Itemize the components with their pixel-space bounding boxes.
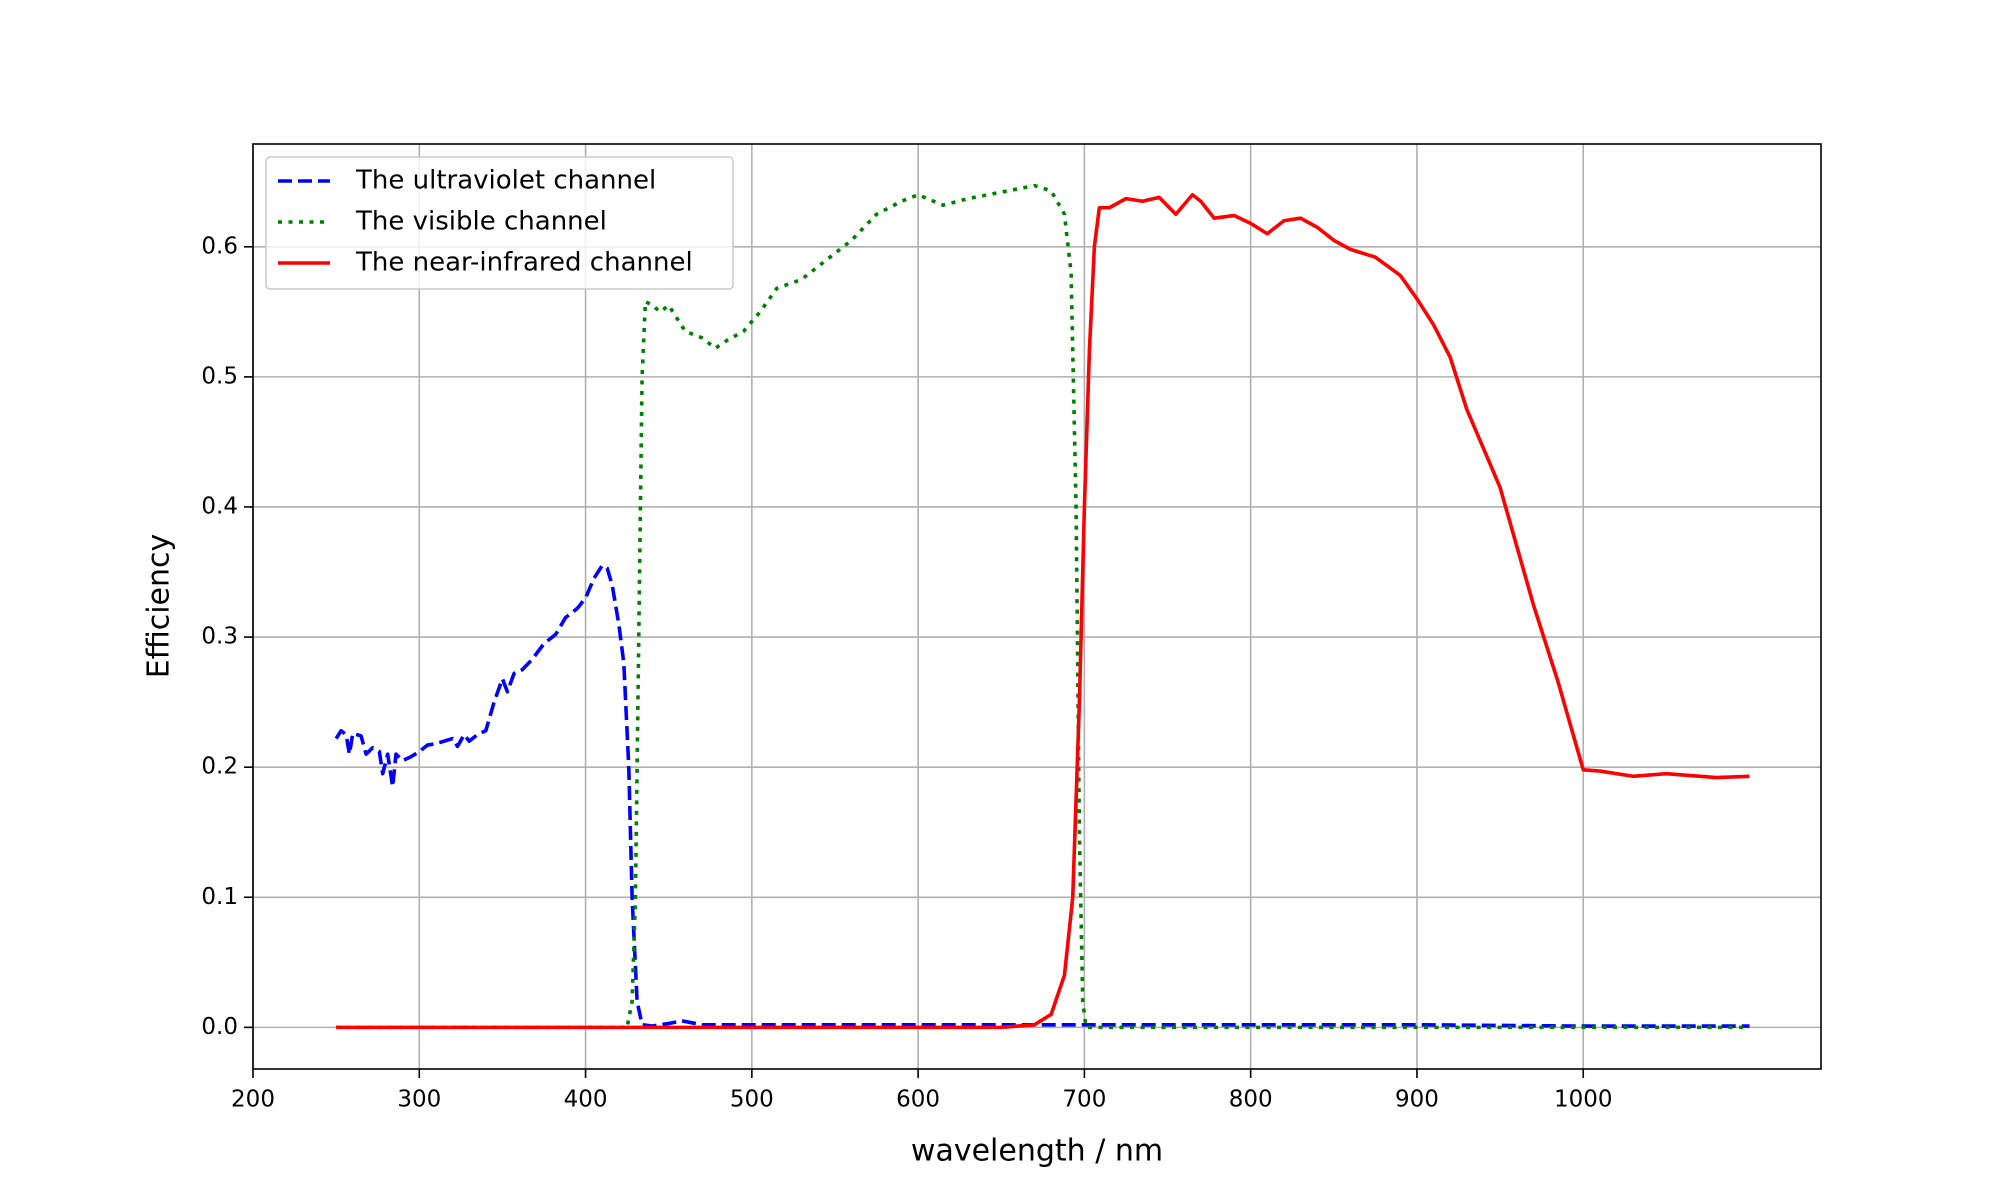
y-tick-label: 0.2 bbox=[201, 754, 238, 780]
legend-box bbox=[265, 156, 734, 290]
plot-lines bbox=[334, 183, 1750, 1030]
x-tick-label: 1000 bbox=[1554, 1087, 1613, 1113]
x-axis-label: wavelength / nm bbox=[911, 1134, 1163, 1169]
grid bbox=[252, 144, 1821, 1069]
y-tick-label: 0.1 bbox=[201, 884, 238, 910]
legend-label: The ultraviolet channel bbox=[355, 166, 656, 196]
x-tick-label: 500 bbox=[730, 1087, 774, 1113]
legend-label: The visible channel bbox=[355, 207, 607, 237]
y-tick-label: 0.4 bbox=[201, 493, 238, 519]
data-line bbox=[336, 183, 1750, 1030]
x-tick-label: 200 bbox=[231, 1087, 275, 1113]
data-line bbox=[334, 563, 1750, 1028]
x-tick-label: 400 bbox=[564, 1087, 608, 1113]
x-tick-label: 800 bbox=[1229, 1087, 1273, 1113]
legend-label: The near-infrared channel bbox=[355, 248, 693, 278]
x-tick-label: 700 bbox=[1062, 1087, 1106, 1113]
axes-frame bbox=[252, 143, 1822, 1070]
y-tick-label: 0.3 bbox=[201, 624, 238, 650]
y-axis-label: Efficiency bbox=[142, 534, 177, 679]
y-tick-label: 0.6 bbox=[201, 233, 238, 259]
x-tick-label: 300 bbox=[397, 1087, 441, 1113]
legend: The ultraviolet channel The visible chann… bbox=[265, 156, 734, 290]
y-tick-label: 0.5 bbox=[201, 363, 238, 389]
x-tick-label: 900 bbox=[1395, 1087, 1439, 1113]
x-tick-label: 600 bbox=[896, 1087, 940, 1113]
data-line bbox=[336, 192, 1750, 1030]
y-tick-label: 0.0 bbox=[201, 1014, 238, 1040]
